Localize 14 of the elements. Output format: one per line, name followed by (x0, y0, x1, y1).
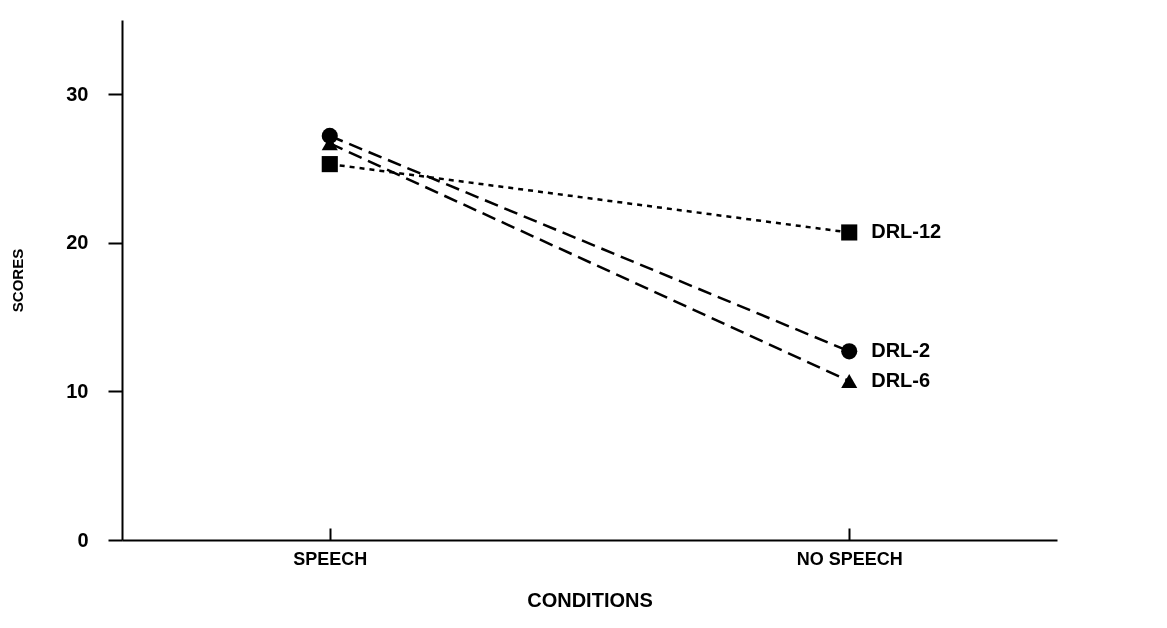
point (841, 343, 858, 360)
x-axis-title: CONDITIONS (527, 588, 653, 611)
point (841, 224, 858, 241)
x-tick-label: NO SPEECH (796, 548, 903, 569)
series-label: DRL-6 (871, 369, 931, 392)
series-label: DRL-12 (871, 220, 942, 243)
y-tick-label: 30 (66, 82, 89, 105)
x-tick-label: SPEECH (293, 548, 368, 569)
y-tick-label: 10 (66, 379, 89, 402)
y-tick-label: 20 (66, 231, 89, 254)
point (321, 156, 338, 173)
series-label: DRL-2 (871, 339, 931, 362)
y-tick-label: 0 (77, 528, 89, 551)
y-axis-title: SCORES (9, 248, 27, 313)
